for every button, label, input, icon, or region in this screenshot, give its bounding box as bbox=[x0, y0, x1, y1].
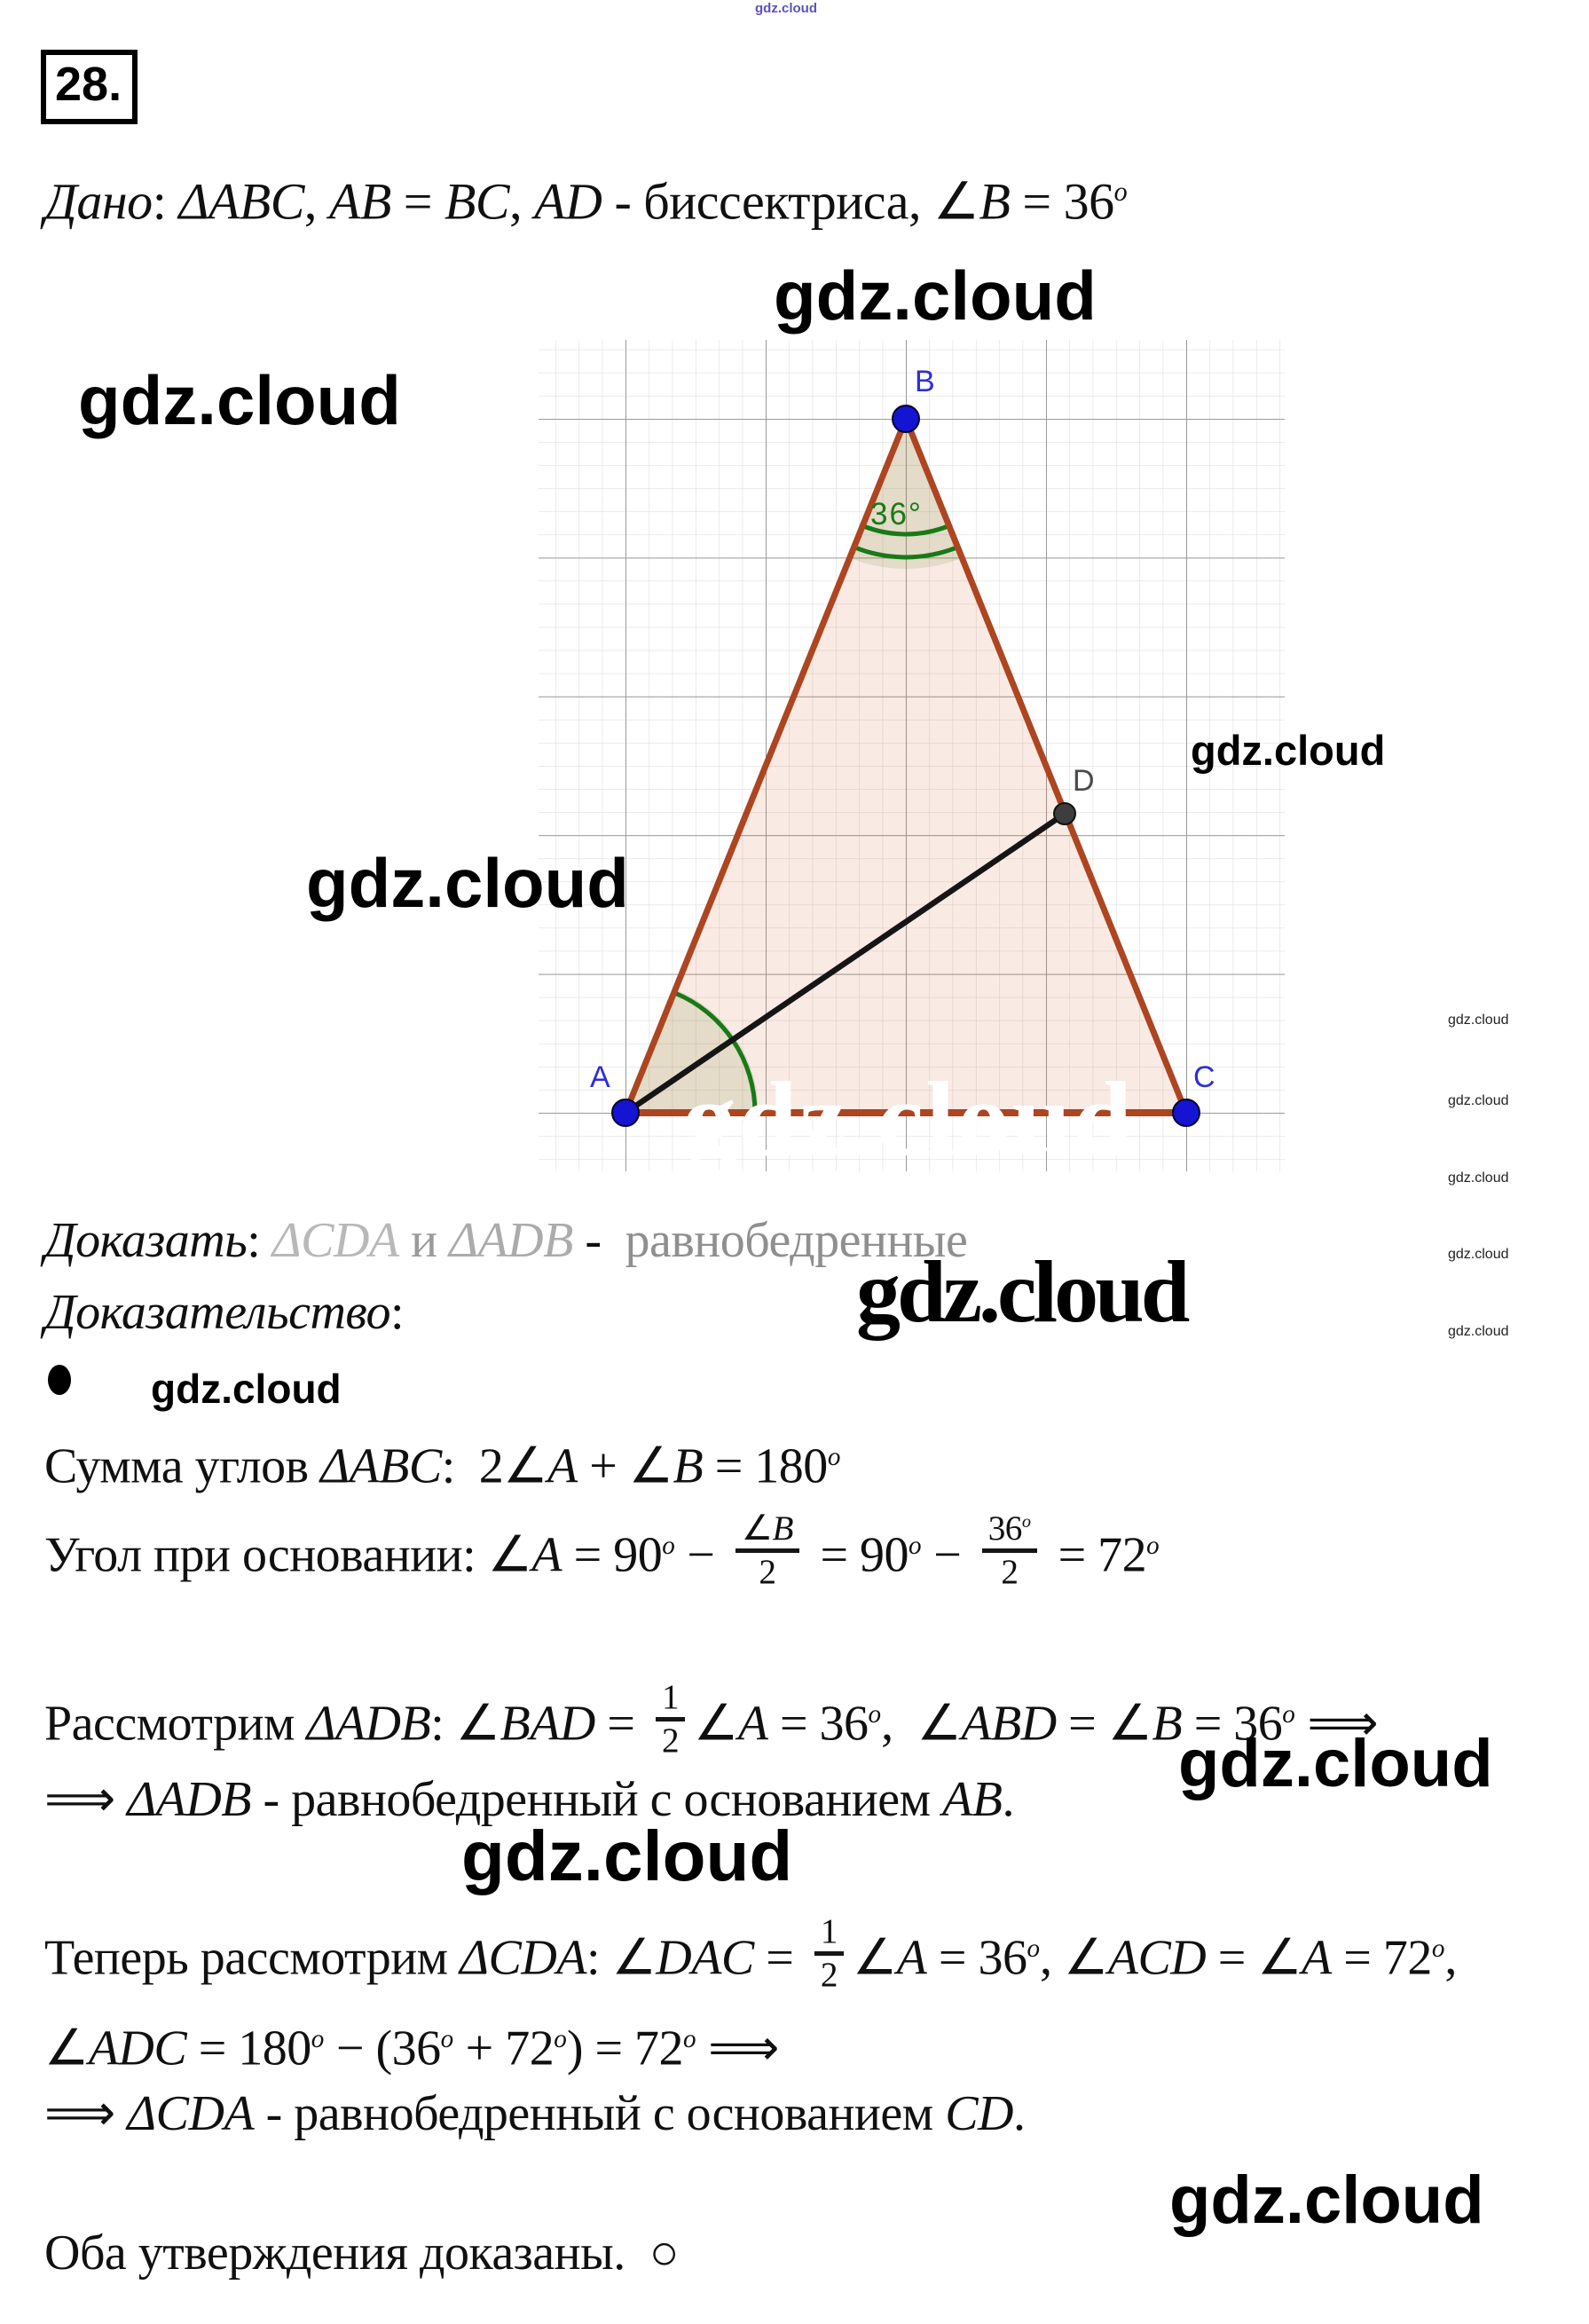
watermark-small-5: gdz.cloud bbox=[1448, 1324, 1509, 1339]
proof-label: Доказательство: bbox=[44, 1285, 405, 1340]
triangle-cda-line: Теперь рассмотрим ΔCDA: ∠DAC = 1 2 ∠A = 36… bbox=[44, 1912, 1457, 1995]
triangle-adb-line: Рассмотрим ΔADB: ∠BAD = 1 2 ∠A = 36o, ∠ABD… bbox=[44, 1678, 1379, 1761]
watermark-right-lower: gdz.cloud bbox=[1169, 2163, 1484, 2238]
watermark-bullet-row: gdz.cloud bbox=[151, 1366, 342, 1412]
adb-isosceles-line: ⟹ ΔADB - равнобедренный с основанием AB. bbox=[44, 1772, 1014, 1827]
watermark-small-2: gdz.cloud bbox=[1448, 1093, 1509, 1108]
watermark-small-4: gdz.cloud bbox=[1448, 1247, 1509, 1262]
grid bbox=[539, 340, 1285, 1171]
angle-adc-line: ∠ADC = 180o − (36o + 72o) = 72o ⟹ bbox=[44, 2021, 779, 2076]
watermark-center-low: gdz.cloud bbox=[461, 1816, 793, 1895]
label-b: B bbox=[915, 365, 935, 398]
watermark-right-upper: gdz.cloud bbox=[1178, 1726, 1493, 1801]
given-line: Дано: ΔABC, AB = BC, AD - биссектриса, ∠… bbox=[44, 172, 1128, 231]
label-a: A bbox=[590, 1060, 610, 1094]
angle-b-value-label: 36° bbox=[870, 497, 923, 532]
angle-b-arc-outer bbox=[853, 545, 959, 560]
point-c bbox=[1172, 1099, 1200, 1127]
watermark-top-center: gdz.cloud bbox=[774, 256, 1097, 335]
point-b bbox=[892, 405, 920, 433]
geometry-figure: 36° A B C D bbox=[539, 340, 1285, 1171]
edge-ab bbox=[622, 415, 909, 1116]
watermark-small-3: gdz.cloud bbox=[1448, 1170, 1509, 1186]
watermark-right-mid: gdz.cloud bbox=[1191, 727, 1386, 774]
watermark-white-over-figure: gdz.cloud bbox=[683, 1060, 1135, 1178]
watermark-left-center: gdz.cloud bbox=[306, 844, 629, 922]
conclusion-line: Оба утверждения доказаны. ○ bbox=[44, 2226, 680, 2281]
base-angle-line: Угол при основании: ∠A = 90o − ∠B 2 = 90o… bbox=[44, 1509, 1160, 1592]
triangle-abc-fill bbox=[625, 419, 1186, 1113]
cda-isosceles-line: ⟹ ΔCDA - равнобедренный с основанием CD. bbox=[44, 2086, 1026, 2141]
watermark-top-tiny: gdz.cloud bbox=[755, 1, 817, 16]
bisector-ad bbox=[622, 810, 1068, 1116]
label-d: D bbox=[1073, 764, 1095, 798]
point-d bbox=[1053, 802, 1076, 825]
watermark-small-1: gdz.cloud bbox=[1448, 1012, 1509, 1028]
sum-of-angles-line: Сумма углов ΔABC: 2∠A + ∠B = 180o bbox=[44, 1438, 841, 1494]
watermark-top-left: gdz.cloud bbox=[78, 361, 401, 439]
watermark-serif: gdz.cloud bbox=[856, 1242, 1190, 1341]
angle-b-arc-inner bbox=[861, 524, 950, 537]
prove-line: Доказать: ΔCDA и ΔADB - равнобедренные bbox=[44, 1213, 968, 1268]
point-a bbox=[611, 1099, 640, 1127]
angle-a-sector bbox=[625, 989, 759, 1113]
bullet-marker bbox=[48, 1365, 71, 1395]
label-c: C bbox=[1193, 1060, 1215, 1094]
problem-number: 28. bbox=[41, 50, 138, 124]
edge-bc bbox=[902, 415, 1190, 1116]
